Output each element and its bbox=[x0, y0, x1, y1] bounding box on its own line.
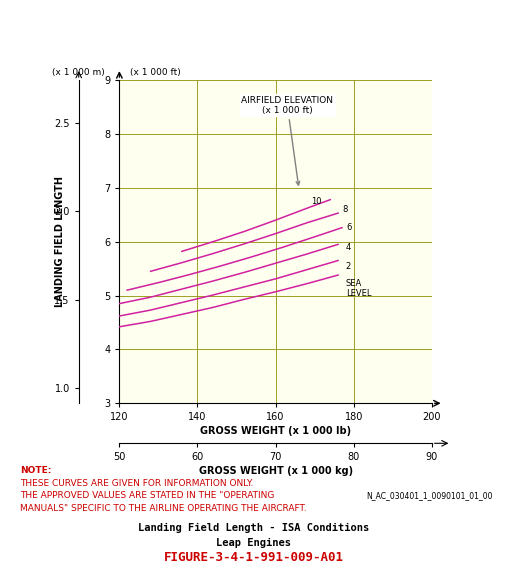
Text: (x 1 000 ft): (x 1 000 ft) bbox=[130, 68, 180, 77]
Text: 6: 6 bbox=[346, 223, 351, 232]
Text: (x 1 000 m): (x 1 000 m) bbox=[52, 68, 105, 77]
Text: Leap Engines: Leap Engines bbox=[216, 538, 292, 548]
Text: N_AC_030401_1_0090101_01_00: N_AC_030401_1_0090101_01_00 bbox=[366, 491, 493, 500]
Text: THE APPROVED VALUES ARE STATED IN THE "OPERATING: THE APPROVED VALUES ARE STATED IN THE "O… bbox=[20, 491, 275, 500]
Text: SEA
LEVEL: SEA LEVEL bbox=[346, 279, 371, 298]
Text: 10: 10 bbox=[311, 197, 321, 206]
Text: FIGURE-3-4-1-991-009-A01: FIGURE-3-4-1-991-009-A01 bbox=[164, 551, 344, 564]
Y-axis label: LANDING FIELD LENGTH: LANDING FIELD LENGTH bbox=[55, 176, 65, 307]
Text: 8: 8 bbox=[342, 205, 347, 214]
Text: Landing Field Length - ISA Conditions: Landing Field Length - ISA Conditions bbox=[138, 523, 370, 534]
Text: 4: 4 bbox=[346, 243, 351, 252]
Text: THESE CURVES ARE GIVEN FOR INFORMATION ONLY.: THESE CURVES ARE GIVEN FOR INFORMATION O… bbox=[20, 479, 253, 488]
X-axis label: GROSS WEIGHT (x 1 000 lb): GROSS WEIGHT (x 1 000 lb) bbox=[200, 427, 351, 436]
Text: 2: 2 bbox=[346, 263, 351, 272]
X-axis label: GROSS WEIGHT (x 1 000 kg): GROSS WEIGHT (x 1 000 kg) bbox=[199, 467, 353, 476]
Text: AIRFIELD ELEVATION
(x 1 000 ft): AIRFIELD ELEVATION (x 1 000 ft) bbox=[241, 96, 333, 185]
Text: MANUALS" SPECIFIC TO THE AIRLINE OPERATING THE AIRCRAFT.: MANUALS" SPECIFIC TO THE AIRLINE OPERATI… bbox=[20, 504, 307, 513]
Text: NOTE:: NOTE: bbox=[20, 466, 52, 475]
